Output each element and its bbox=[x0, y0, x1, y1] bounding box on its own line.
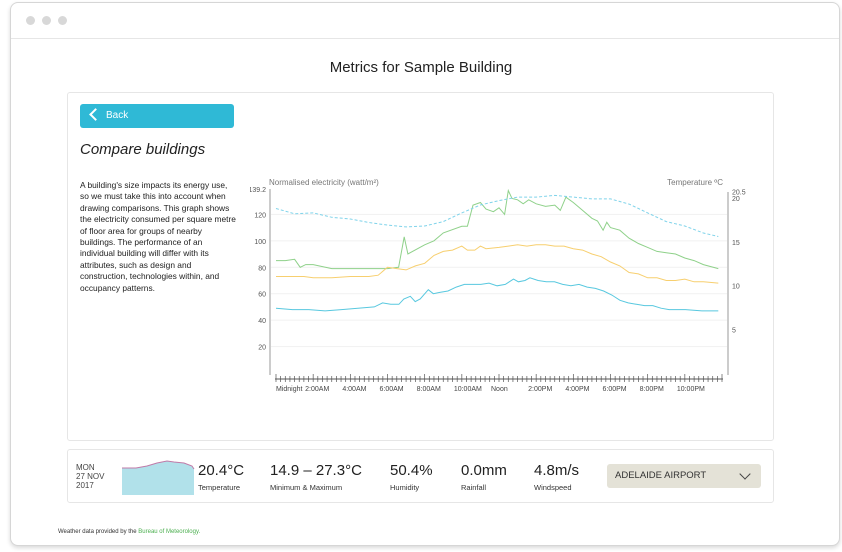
day: MON bbox=[76, 463, 95, 472]
footer-credit: Weather data provided by the Bureau of M… bbox=[58, 529, 200, 535]
footer-text: Weather data provided by the bbox=[58, 529, 139, 535]
x-tick-label: Noon bbox=[491, 386, 508, 393]
series-blue bbox=[275, 277, 719, 312]
chevron-down-icon bbox=[739, 468, 751, 480]
stat-rainfall: 0.0mm Rainfall bbox=[461, 462, 507, 492]
humidity-value: 50.4% bbox=[390, 462, 433, 479]
y2-tick-label: 20 bbox=[732, 196, 740, 203]
x-tick-label: Midnight bbox=[276, 386, 303, 393]
stat-minmax: 14.9 – 27.3°C Minimum & Maximum bbox=[270, 462, 362, 492]
series-orange bbox=[276, 244, 719, 284]
temperature-label: Temperature bbox=[198, 483, 241, 492]
weather-date: MON 27 NOV 2017 bbox=[76, 463, 104, 490]
x-tick-label: 4:00PM bbox=[565, 386, 589, 393]
x-tick-label: 8:00PM bbox=[640, 386, 664, 393]
x-tick-label: 2:00PM bbox=[528, 386, 552, 393]
rainfall-value: 0.0mm bbox=[461, 462, 507, 479]
stat-temperature: 20.4°C Temperature bbox=[198, 462, 244, 492]
station-value: ADELAIDE AIRPORT bbox=[615, 470, 707, 481]
x-tick-label: 10:00PM bbox=[677, 386, 705, 393]
section-title: Compare buildings bbox=[80, 141, 206, 158]
bom-link[interactable]: Bureau of Meteorology. bbox=[138, 529, 201, 535]
y-tick-label: 100 bbox=[254, 239, 266, 246]
temperature-value: 20.4°C bbox=[198, 462, 245, 479]
weather-panel bbox=[67, 449, 774, 503]
y2-tick-label: 5 bbox=[732, 327, 736, 334]
window-dot-icon bbox=[58, 16, 67, 25]
y-tick-label: 60 bbox=[258, 292, 266, 299]
y-tick-label: 80 bbox=[258, 265, 266, 272]
x-tick-label: 2:00AM bbox=[305, 386, 329, 393]
back-button[interactable]: Back bbox=[80, 104, 234, 128]
humidity-label: Humidity bbox=[390, 483, 420, 492]
windspeed-value: 4.8m/s bbox=[534, 462, 580, 479]
rainfall-label: Rainfall bbox=[461, 483, 487, 492]
y2-tick-label: 15 bbox=[732, 240, 740, 247]
compare-panel bbox=[67, 92, 774, 441]
temperature-sparkline bbox=[122, 460, 195, 495]
window-dot-icon bbox=[42, 16, 51, 25]
x-tick-label: 8:00AM bbox=[417, 386, 441, 393]
x-tick-label: 6:00PM bbox=[603, 386, 627, 393]
windspeed-label: Windspeed bbox=[534, 483, 572, 492]
y2-axis-label: Temperature ºC bbox=[667, 178, 723, 187]
year: 2017 bbox=[76, 481, 94, 490]
electricity-chart: Normalised electricity (watt/m²) Temperat… bbox=[250, 178, 746, 393]
series-green bbox=[276, 188, 719, 270]
y-tick-label: 40 bbox=[258, 318, 266, 325]
chevron-left-icon bbox=[89, 108, 102, 121]
station-select[interactable]: ADELAIDE AIRPORT bbox=[607, 464, 761, 488]
y-tick-label: 139.2 bbox=[250, 187, 266, 194]
x-tick-label: 6:00AM bbox=[380, 386, 404, 393]
x-tick-label: 4:00AM bbox=[342, 386, 366, 393]
back-label: Back bbox=[106, 110, 129, 121]
x-tick-label: 10:00AM bbox=[454, 386, 482, 393]
stat-humidity: 50.4% Humidity bbox=[390, 462, 433, 492]
y2-tick-label: 10 bbox=[732, 284, 740, 291]
y2-tick-label: 20.5 bbox=[732, 190, 746, 197]
y-axis-label: Normalised electricity (watt/m²) bbox=[269, 178, 379, 187]
minmax-label: Minimum & Maximum bbox=[270, 483, 343, 492]
y-tick-label: 20 bbox=[258, 345, 266, 352]
window-dot-icon bbox=[26, 16, 35, 25]
window-title-bar bbox=[11, 3, 839, 39]
stat-windspeed: 4.8m/s Windspeed bbox=[534, 462, 579, 492]
y-tick-label: 120 bbox=[254, 212, 266, 219]
description: A building's size impacts its energy use… bbox=[80, 180, 236, 293]
series-temperature bbox=[275, 194, 719, 237]
minmax-value: 14.9 – 27.3°C bbox=[270, 462, 362, 479]
date: 27 NOV bbox=[76, 472, 105, 481]
page-title: Metrics for Sample Building bbox=[329, 59, 513, 76]
